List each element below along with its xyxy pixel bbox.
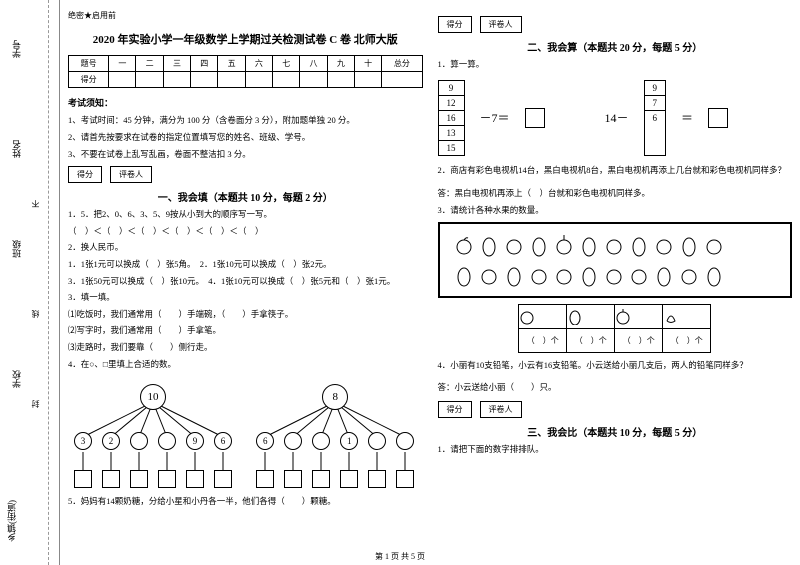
tree-box bbox=[158, 470, 176, 488]
score-summary-table: 题号 一 二 三 四 五 六 七 八 九 十 总分 得分 bbox=[68, 55, 423, 88]
tree-box bbox=[256, 470, 274, 488]
notice-item: 3、不要在试卷上乱写乱画，卷面不整洁扣 3 分。 bbox=[68, 148, 423, 161]
label-school: 学校 bbox=[10, 370, 23, 388]
tree-box bbox=[368, 470, 386, 488]
table-row: （ ）个 （ ）个 （ ）个 （ ）个 bbox=[519, 329, 711, 353]
mark-1: 不 bbox=[30, 200, 41, 208]
question-sub: ⑴吃饭时，我们通常用（ ）手端碗，（ ）手拿筷子。 bbox=[68, 308, 423, 322]
page-footer: 第 1 页 共 5 页 bbox=[0, 551, 800, 562]
number-stack: 9 7 6 bbox=[644, 80, 667, 156]
label-class: 班级 bbox=[10, 240, 23, 258]
grader-cell: 评卷人 bbox=[110, 166, 152, 183]
label-town: 乡镇(街道) bbox=[5, 500, 18, 542]
label-name: 姓名 bbox=[10, 140, 23, 158]
notice-item: 2、请首先按要求在试卷的指定位置填写您的姓名、班级、学号。 bbox=[68, 131, 423, 144]
operator: 14－ bbox=[605, 109, 629, 126]
mark-3: 封 bbox=[30, 400, 41, 408]
count-cell: （ ）个 bbox=[519, 329, 567, 353]
right-column: 得分 评卷人 二、我会算（本题共 20 分，每题 5 分） 1．算一算。 9 1… bbox=[438, 10, 793, 560]
operator: ＝ bbox=[681, 109, 693, 126]
question: 4．在○、□里填上合适的数。 bbox=[68, 358, 423, 372]
section3-title: 三、我会比（本题共 10 分，每题 5 分） bbox=[438, 424, 793, 439]
left-column: 绝密★启用前 2020 年实验小学一年级数学上学期过关检测试卷 C 卷 北师大版… bbox=[68, 10, 423, 560]
section-score-box: 得分 评卷人 bbox=[438, 16, 793, 33]
question-sub: 3．1张50元可以换成（ ）张10元。 4．1张10元可以换成（ ）张5元和（ … bbox=[68, 275, 423, 289]
question-blank: （ ）＜（ ）＜（ ）＜（ ）＜（ ）＜（ ） bbox=[68, 225, 423, 239]
score-cell: 得分 bbox=[68, 166, 102, 183]
fruit-illustration bbox=[446, 230, 766, 290]
tree-box bbox=[340, 470, 358, 488]
binding-sidebar: 学号 姓名 班级 学校 乡镇(街道) 不 线 封 bbox=[0, 0, 60, 565]
count-cell: （ ）个 bbox=[663, 329, 711, 353]
tree-root: 10 bbox=[140, 384, 166, 410]
tree-box bbox=[396, 470, 414, 488]
tree-box bbox=[74, 470, 92, 488]
tree-box bbox=[284, 470, 302, 488]
question-sub: 1．1张1元可以换成（ ）张5角。 2．1张10元可以换成（ ）张2元。 bbox=[68, 258, 423, 272]
fruit-icon-cell bbox=[519, 305, 567, 329]
question: 4．小丽有10支铅笔，小云有16支铅笔。小云送给小丽几支后，两人的铅笔同样多？ bbox=[438, 359, 793, 373]
answer-line: 答：小云送给小丽（ ）只。 bbox=[438, 381, 793, 395]
label-student-id: 学号 bbox=[10, 40, 23, 58]
section2-title: 二、我会算（本题共 20 分，每题 5 分） bbox=[438, 39, 793, 54]
table-row: 题号 一 二 三 四 五 六 七 八 九 十 总分 bbox=[69, 56, 423, 72]
answer-line: 答：黑白电视机再添上（ ）台就和彩色电视机同样多。 bbox=[438, 187, 793, 201]
exam-title: 2020 年实验小学一年级数学上学期过关检测试卷 C 卷 北师大版 bbox=[68, 31, 423, 47]
number-stack: 9 12 16 13 15 bbox=[438, 80, 465, 156]
fruit-icon-cell bbox=[567, 305, 615, 329]
score-cell: 得分 bbox=[438, 401, 472, 418]
tree-box bbox=[186, 470, 204, 488]
question-sub: ⑶走路时，我们要靠（ ）侧行走。 bbox=[68, 341, 423, 355]
tree-box bbox=[102, 470, 120, 488]
notice-item: 1、考试时间：45 分钟，满分为 100 分（含卷面分 3 分），附加题单独 2… bbox=[68, 114, 423, 127]
fruit-icon-cell bbox=[615, 305, 663, 329]
count-cell: （ ）个 bbox=[615, 329, 663, 353]
question: 1．5．把2、0、6、3、5、9按从小到大的顺序写一写。 bbox=[68, 208, 423, 222]
operator: －7＝ bbox=[480, 109, 510, 126]
tree-diagram-2: 8 6 1 bbox=[250, 382, 422, 492]
table-row bbox=[519, 305, 711, 329]
question: 2．商店有彩色电视机14台，黑白电视机8台，黑白电视机再添上几台就和彩色电视机同… bbox=[438, 164, 793, 178]
tree-box bbox=[312, 470, 330, 488]
question-sub: ⑵写字时，我们通常用（ ）手拿笔。 bbox=[68, 324, 423, 338]
fruit-container bbox=[438, 222, 793, 298]
mark-2: 线 bbox=[30, 310, 41, 318]
count-cell: （ ）个 bbox=[567, 329, 615, 353]
answer-box bbox=[525, 108, 545, 128]
fold-line bbox=[48, 0, 49, 565]
exam-page: 学号 姓名 班级 学校 乡镇(街道) 不 线 封 绝密★启用前 2020 年实验… bbox=[0, 0, 800, 565]
question: 3．请统计各种水果的数量。 bbox=[438, 204, 793, 218]
question: 5．妈妈有14颗奶糖，分给小星和小丹各一半，他们各得（ ）颗糖。 bbox=[68, 495, 423, 509]
section1-title: 一、我会填（本题共 10 分，每题 2 分） bbox=[68, 189, 423, 204]
fruit-icon-cell bbox=[663, 305, 711, 329]
section-score-box: 得分 评卷人 bbox=[68, 166, 423, 183]
tree-box bbox=[214, 470, 232, 488]
grader-cell: 评卷人 bbox=[480, 16, 522, 33]
fruit-count-table: （ ）个 （ ）个 （ ）个 （ ）个 bbox=[518, 304, 711, 353]
answer-box bbox=[708, 108, 728, 128]
section-score-box: 得分 评卷人 bbox=[438, 401, 793, 418]
question: 2．换人民币。 bbox=[68, 241, 423, 255]
score-cell: 得分 bbox=[438, 16, 472, 33]
tree-box bbox=[130, 470, 148, 488]
table-row: 得分 bbox=[69, 72, 423, 88]
confidential-mark: 绝密★启用前 bbox=[68, 10, 423, 21]
calculation-1: 9 12 16 13 15 －7＝ 14－ 9 7 6 ＝ bbox=[438, 80, 793, 156]
tree-diagram-1: 10 3 2 9 6 bbox=[68, 382, 240, 492]
question: 1．算一算。 bbox=[438, 58, 793, 72]
content-area: 绝密★启用前 2020 年实验小学一年级数学上学期过关检测试卷 C 卷 北师大版… bbox=[60, 0, 800, 565]
grader-cell: 评卷人 bbox=[480, 401, 522, 418]
notice-heading: 考试须知： bbox=[68, 96, 423, 109]
question: 3．填一填。 bbox=[68, 291, 423, 305]
question: 1．请把下面的数字排排队。 bbox=[438, 443, 793, 457]
